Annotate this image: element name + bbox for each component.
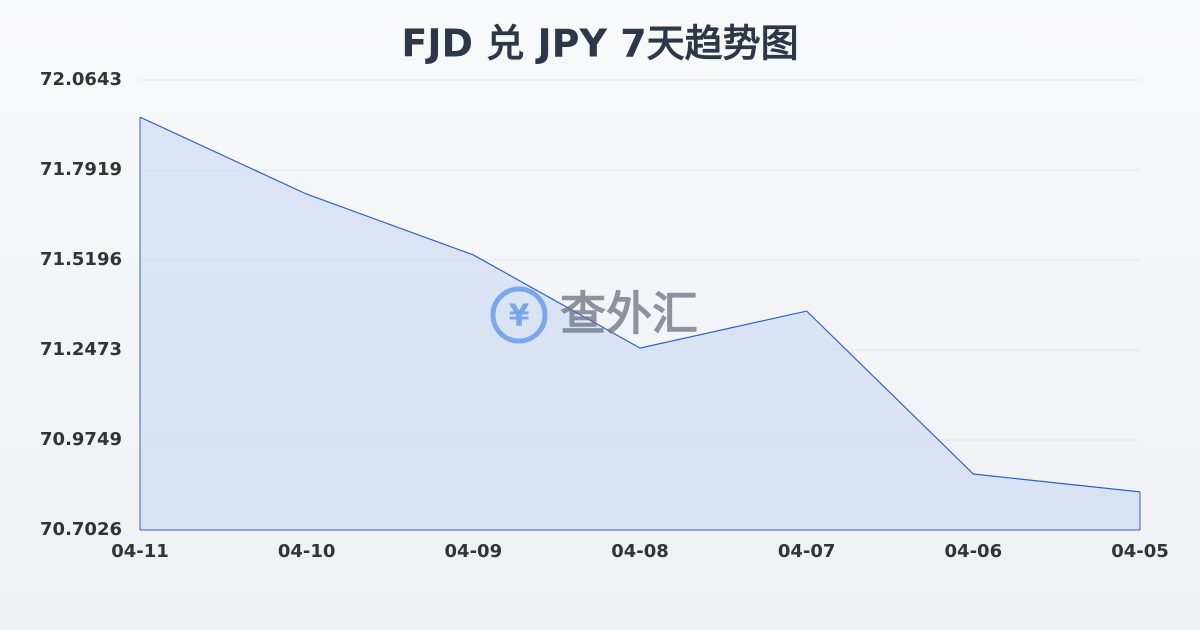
watermark-icon <box>490 286 548 344</box>
watermark-text: 查外汇 <box>560 287 698 341</box>
line <box>139 116 1141 493</box>
y-tick-label: 72.0643 <box>40 69 122 90</box>
x-tick-label: 04-07 <box>778 541 836 562</box>
x-tick-label: 04-06 <box>945 541 1003 562</box>
watermark: ¥ 查外汇 <box>490 286 698 344</box>
x-tick-label: 04-08 <box>611 541 669 562</box>
x-tick-label: 04-11 <box>111 541 169 562</box>
plot: 70.7026 70.9749 71.2473 71.5196 71.7919 72.06… <box>40 69 1169 562</box>
x-tick-label: 04-05 <box>1111 541 1169 562</box>
watermark-icon-glyph: ¥ <box>509 299 530 334</box>
y-tick-label: 70.7026 <box>40 519 122 540</box>
y-tick-label: 71.5196 <box>40 249 122 270</box>
area <box>140 117 1140 531</box>
x-tick-label: 04-10 <box>278 541 336 562</box>
y-tick-label: 71.2473 <box>40 339 122 360</box>
x-tick-label: 04-09 <box>445 541 503 562</box>
chart-title: FJD 兑 JPY 7天趋势图 <box>401 22 798 66</box>
y-tick-label: 70.9749 <box>40 429 122 450</box>
y-tick-label: 71.7919 <box>40 159 122 180</box>
